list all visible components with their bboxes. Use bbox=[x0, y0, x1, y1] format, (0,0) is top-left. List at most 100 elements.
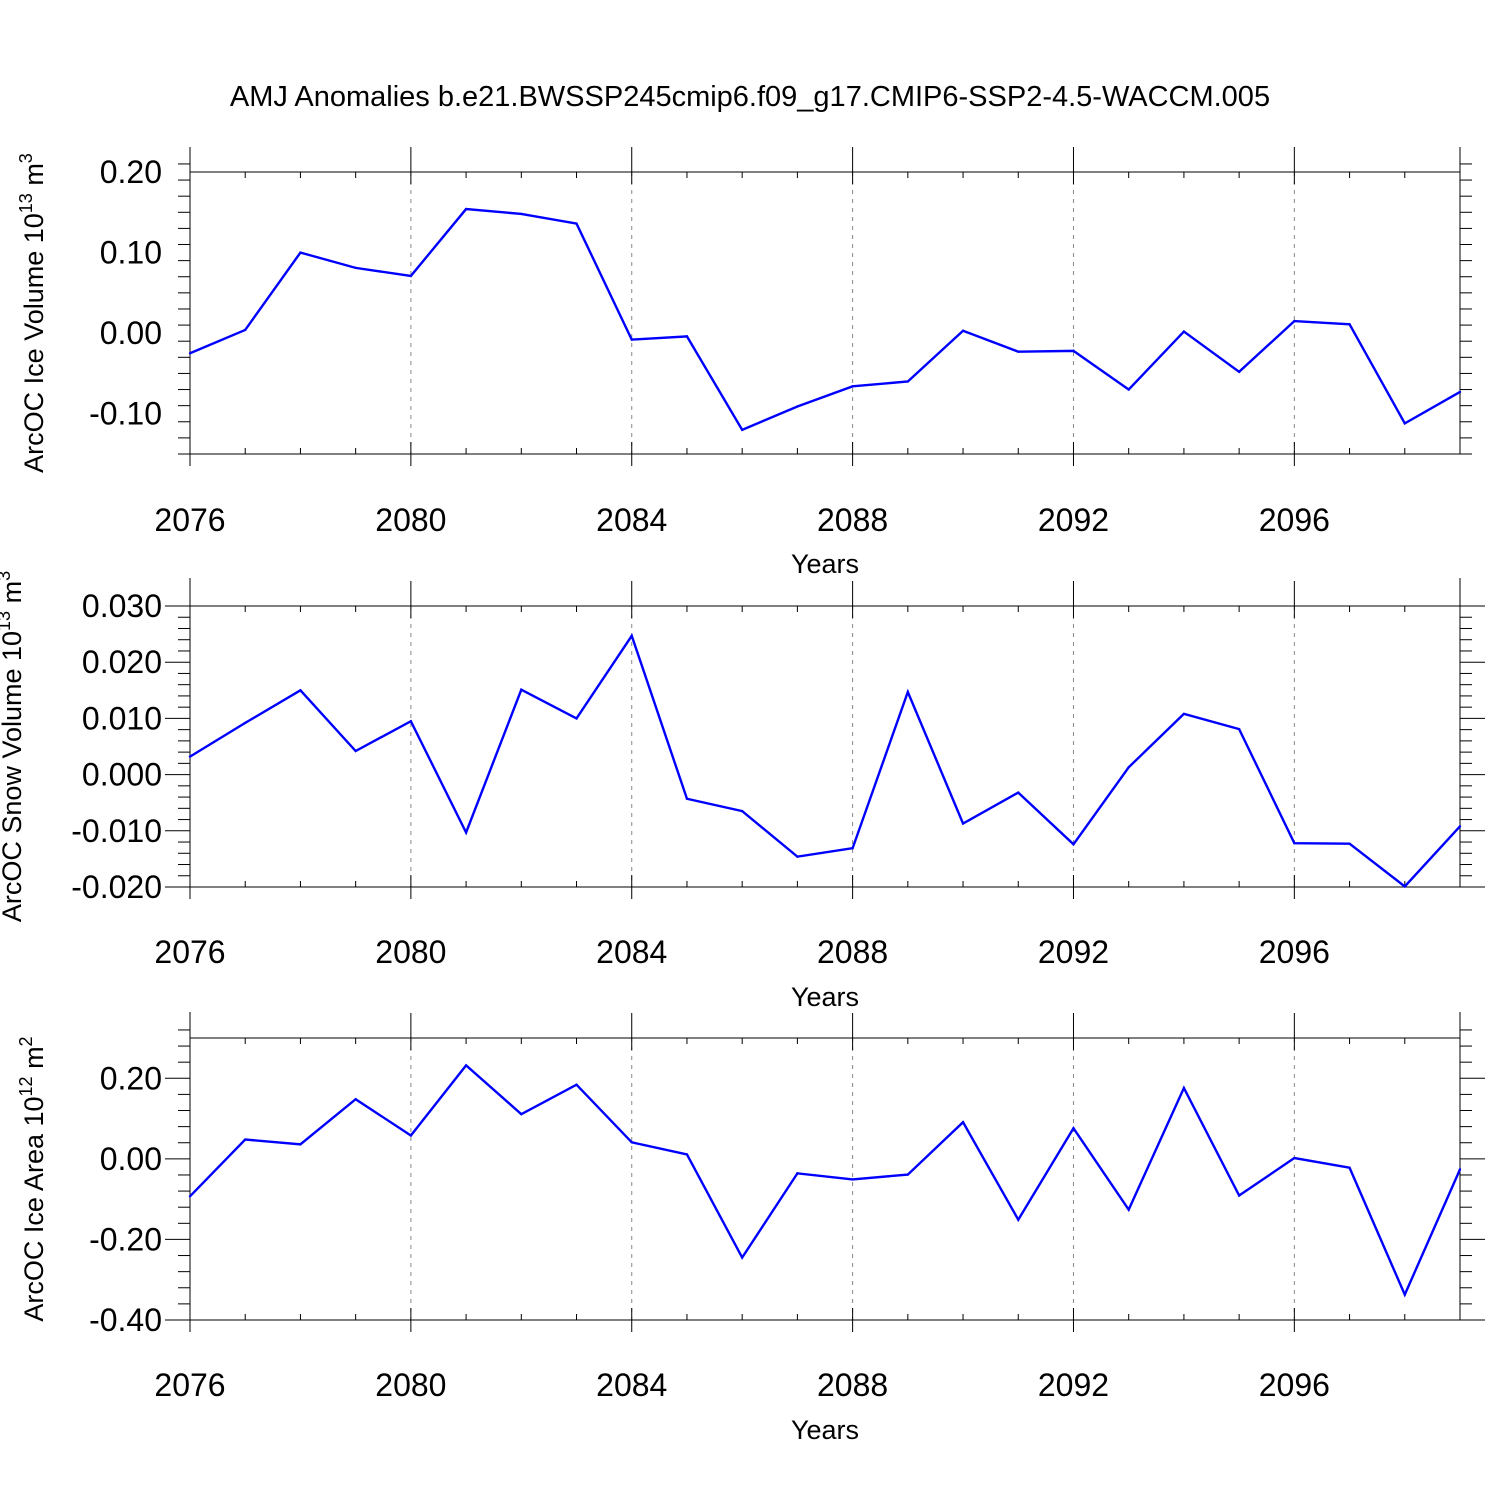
ice-area-data-point bbox=[740, 1256, 744, 1259]
ice-volume-xtick-label: 2076 bbox=[154, 502, 225, 538]
ice-area-ytick-label: 0.00 bbox=[100, 1141, 162, 1177]
ice-area-data-point bbox=[354, 1098, 357, 1101]
ice-volume-data-point bbox=[630, 338, 633, 341]
snow-volume-data-point bbox=[685, 797, 689, 800]
ice-area-data-point bbox=[796, 1172, 799, 1175]
ice-volume-data-point bbox=[1127, 388, 1130, 391]
ice-volume-data-point bbox=[1017, 350, 1020, 353]
snow-volume-data-point bbox=[1017, 791, 1020, 794]
ice-volume-data-point bbox=[1458, 390, 1462, 394]
snow-volume-ytick-label: -0.010 bbox=[71, 813, 162, 849]
ice-volume-x-axis-title: Years bbox=[791, 549, 859, 579]
snow-volume-data-point bbox=[851, 847, 854, 850]
ice-area-data-point bbox=[630, 1141, 633, 1144]
ice-volume-xtick-label: 2088 bbox=[817, 502, 888, 538]
snow-volume-y-axis-title: ArcOC Snow Volume 1013 m3 bbox=[0, 571, 27, 922]
ice-area-data-point bbox=[520, 1112, 523, 1116]
ice-area-data-point bbox=[575, 1083, 578, 1086]
ice-volume-ylabel-unit-exponent: 3 bbox=[16, 153, 36, 163]
snow-volume-xtick-label: 2092 bbox=[1038, 934, 1109, 970]
ice-volume-ylabel-text: ArcOC Ice Volume 10 bbox=[19, 213, 49, 473]
snow-volume-ytick-label: 0.010 bbox=[82, 700, 162, 736]
snow-volume-ytick-label: 0.000 bbox=[82, 757, 162, 793]
snow-volume-data-point bbox=[464, 831, 468, 834]
ice-volume-data-point bbox=[409, 274, 413, 278]
snow-volume-data-point bbox=[299, 689, 302, 692]
snow-volume-data-point bbox=[409, 720, 413, 723]
ice-area-xtick-label: 2088 bbox=[817, 1367, 888, 1403]
ice-volume-xtick-label: 2080 bbox=[375, 502, 446, 538]
ice-area-data-point bbox=[1348, 1166, 1351, 1169]
ice-volume-data-point bbox=[851, 385, 854, 388]
ice-volume-data-point bbox=[1348, 323, 1351, 326]
snow-volume-xtick-label: 2084 bbox=[596, 934, 667, 970]
ice-volume-data-point bbox=[740, 428, 744, 432]
ice-area-data-point bbox=[1237, 1194, 1241, 1197]
snow-volume-ylabel-text: ArcOC Snow Volume 10 bbox=[0, 631, 27, 922]
snow-volume-xtick-label: 2080 bbox=[375, 934, 446, 970]
ice-area-xtick-label: 2092 bbox=[1038, 1367, 1109, 1403]
snow-volume-x-axis-title: Years bbox=[791, 982, 859, 1012]
ice-area-xtick-label: 2096 bbox=[1259, 1367, 1330, 1403]
ice-area-series-line bbox=[189, 1063, 1462, 1298]
ice-volume-data-point bbox=[1072, 349, 1075, 353]
figure-title: AMJ Anomalies b.e21.BWSSP245cmip6.f09_g1… bbox=[230, 81, 1270, 113]
ice-volume-data-point bbox=[906, 380, 910, 383]
ice-volume-data-point bbox=[961, 329, 965, 332]
ice-volume-ytick-label: 0.20 bbox=[100, 154, 162, 190]
ice-volume-xtick-label: 2084 bbox=[596, 502, 667, 538]
snow-volume-data-point bbox=[1348, 842, 1351, 845]
ice-volume-xtick-label: 2096 bbox=[1259, 502, 1330, 538]
snow-volume-data-point bbox=[796, 855, 799, 858]
snow-volume-data-point bbox=[1458, 825, 1462, 828]
ice-area-data-point bbox=[1072, 1127, 1075, 1130]
ice-area-ylabel-unit-exponent: 2 bbox=[16, 1036, 36, 1046]
ice-volume-xtick-label: 2092 bbox=[1038, 502, 1109, 538]
snow-volume-data-point bbox=[520, 688, 523, 691]
ice-area-data-point bbox=[1458, 1168, 1462, 1171]
snow-volume-series-line bbox=[189, 633, 1461, 889]
snow-volume-ytick-label: 0.030 bbox=[82, 588, 162, 624]
ice-area-ylabel-exponent: 12 bbox=[16, 1076, 36, 1096]
snow-volume-data-point bbox=[1293, 841, 1296, 845]
snow-volume-data-point bbox=[906, 690, 910, 694]
snow-volume-ytick-label: -0.020 bbox=[71, 869, 162, 905]
ice-area-data-point bbox=[906, 1173, 910, 1176]
snow-volume-data-point bbox=[740, 809, 744, 813]
ice-area-ylabel-unit: m bbox=[19, 1046, 49, 1076]
snow-volume-data-point bbox=[630, 634, 633, 637]
ice-area-data-point bbox=[851, 1178, 854, 1181]
ice-area-ytick-label: -0.40 bbox=[89, 1302, 162, 1338]
ice-area-data-point bbox=[1293, 1156, 1296, 1160]
ice-volume-data-point bbox=[188, 352, 192, 355]
snow-volume-data-point bbox=[1237, 727, 1241, 731]
ice-volume-y-axis-title: ArcOC Ice Volume 1013 m3 bbox=[16, 153, 49, 473]
panel-ice-volume: -0.10 0.00 0.10 0.20 2076 2080 2084 2088 2092 209… bbox=[16, 147, 1472, 579]
ice-area-ytick-label: 0.20 bbox=[100, 1060, 162, 1096]
snow-volume-xtick-label: 2076 bbox=[154, 934, 225, 970]
snow-volume-ylabel-exponent: 13 bbox=[0, 611, 14, 631]
ice-area-data-point bbox=[685, 1153, 689, 1156]
ice-volume-data-point bbox=[685, 335, 689, 338]
snow-volume-data-point bbox=[575, 717, 578, 720]
ice-area-data-point bbox=[1182, 1086, 1186, 1090]
ice-area-ylabel-text: ArcOC Ice Area 10 bbox=[19, 1096, 49, 1321]
ice-volume-ytick-label: -0.10 bbox=[89, 396, 162, 432]
ice-area-y-axis-title: ArcOC Ice Area 1012 m2 bbox=[16, 1036, 49, 1321]
snow-volume-data-point bbox=[188, 755, 192, 758]
ice-volume-ylabel-exponent: 13 bbox=[16, 193, 36, 213]
snow-volume-data-point bbox=[1072, 843, 1075, 846]
ice-area-xtick-label: 2076 bbox=[154, 1367, 225, 1403]
snow-volume-ylabel-unit: m bbox=[0, 581, 27, 611]
ice-area-ytick-label: -0.20 bbox=[89, 1221, 162, 1257]
ice-area-data-point bbox=[299, 1143, 302, 1146]
snow-volume-data-point bbox=[244, 721, 247, 725]
ice-volume-data-point bbox=[1403, 422, 1406, 425]
snow-volume-xtick-label: 2096 bbox=[1259, 934, 1330, 970]
ice-volume-data-point bbox=[464, 207, 468, 211]
snow-volume-data-point bbox=[354, 749, 357, 753]
snow-volume-ytick-label: 0.020 bbox=[82, 644, 162, 680]
ice-area-data-point bbox=[961, 1120, 965, 1124]
ice-volume-data-point bbox=[299, 251, 302, 254]
snow-volume-data-point bbox=[1182, 712, 1186, 716]
